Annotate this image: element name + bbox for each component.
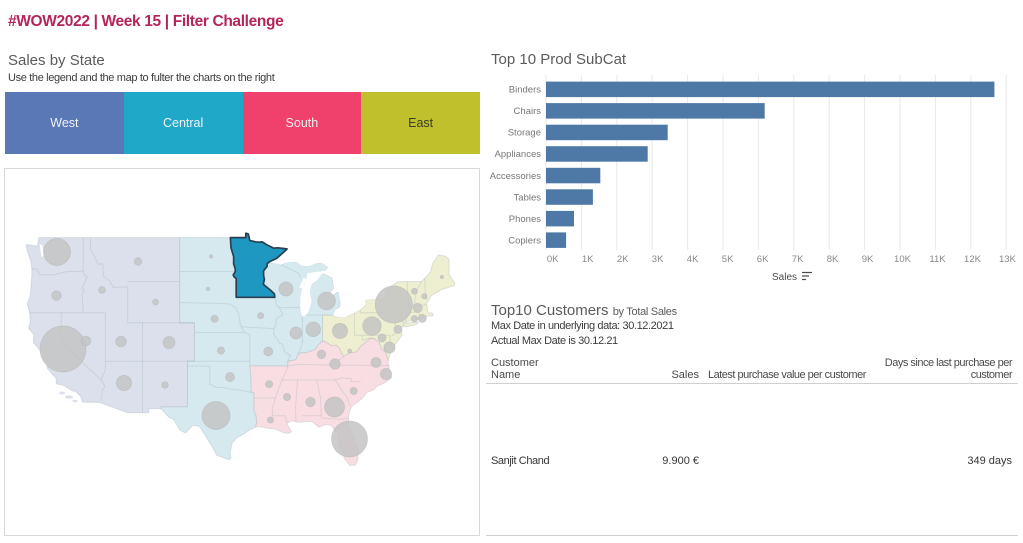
svg-text:Storage: Storage <box>508 128 541 139</box>
svg-text:Phones: Phones <box>509 214 541 225</box>
svg-text:11K: 11K <box>929 254 946 265</box>
svg-text:2K: 2K <box>617 254 629 265</box>
svg-text:Appliances: Appliances <box>495 149 542 160</box>
svg-text:3K: 3K <box>652 254 664 265</box>
svg-text:12K: 12K <box>964 254 982 265</box>
svg-text:Accessories: Accessories <box>490 171 541 182</box>
svg-text:9K: 9K <box>862 254 874 265</box>
svg-text:Tables: Tables <box>514 192 542 203</box>
svg-text:10K: 10K <box>894 254 912 265</box>
svg-text:Binders: Binders <box>509 85 541 96</box>
svg-text:8K: 8K <box>827 254 839 265</box>
svg-text:Copiers: Copiers <box>508 235 541 246</box>
svg-text:4K: 4K <box>687 254 699 265</box>
svg-text:5K: 5K <box>722 254 734 265</box>
svg-text:1K: 1K <box>582 254 594 265</box>
svg-text:Chairs: Chairs <box>514 106 542 117</box>
svg-text:6K: 6K <box>757 254 769 265</box>
svg-text:0K: 0K <box>547 254 559 265</box>
svg-text:13K: 13K <box>999 254 1017 265</box>
svg-text:Sales: Sales <box>772 272 797 283</box>
svg-text:7K: 7K <box>792 254 804 265</box>
